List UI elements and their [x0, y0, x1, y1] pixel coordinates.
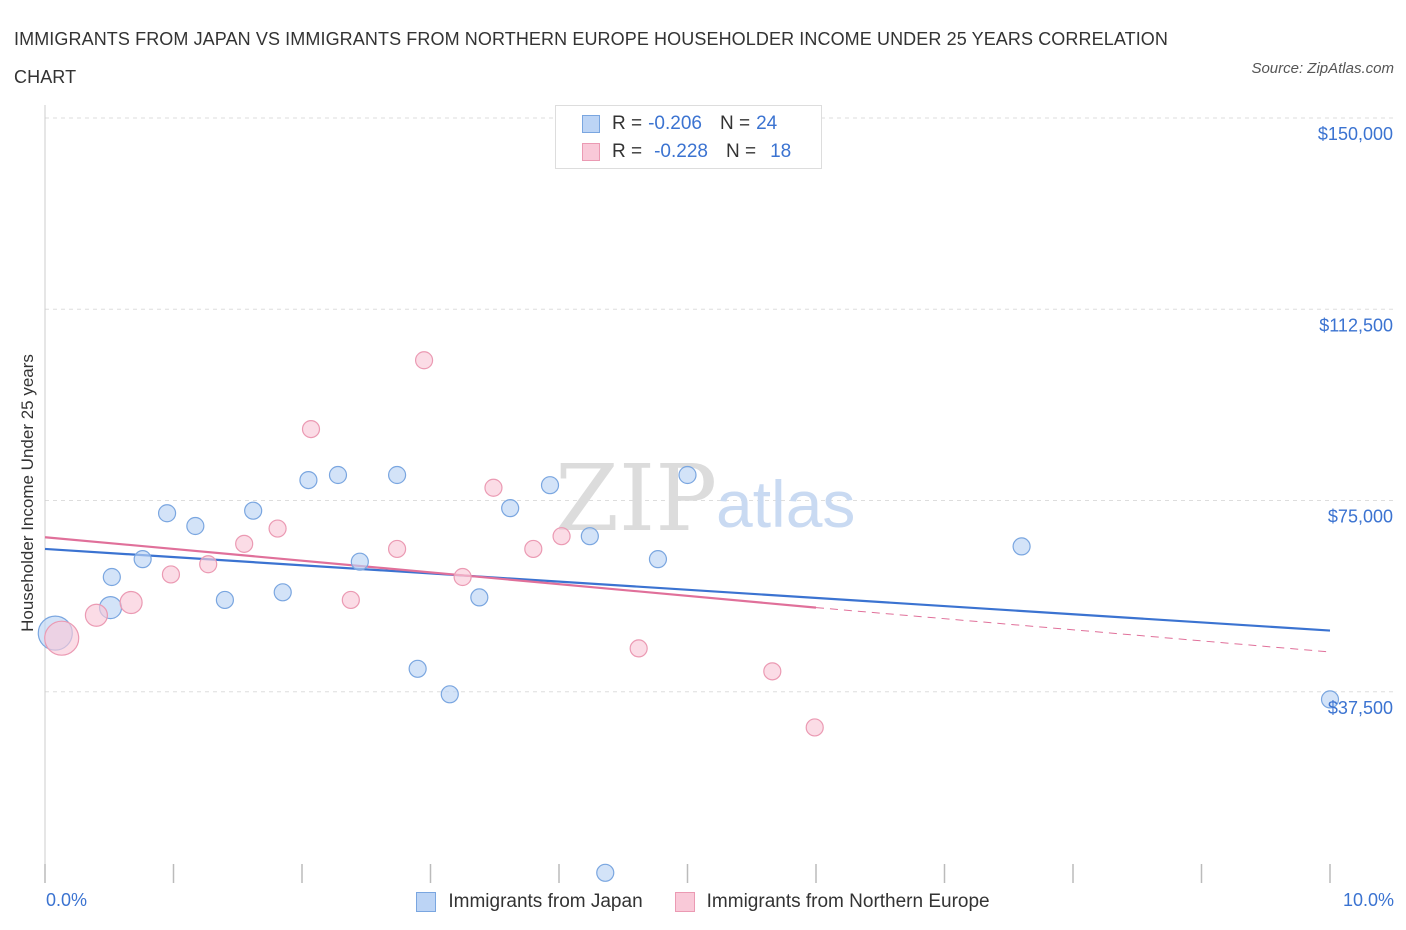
data-point-japan	[387, 465, 407, 485]
grid-lines	[45, 117, 1393, 693]
data-point-japan	[540, 476, 560, 495]
chart-title: IMMIGRANTS FROM JAPAN VS IMMIGRANTS FROM…	[14, 29, 1168, 87]
watermark-zip: ZIP	[555, 445, 717, 552]
n-value: 24	[756, 113, 778, 134]
y-tick-label: $75,000	[1328, 507, 1393, 527]
data-point-japan	[244, 501, 263, 520]
data-point-japan	[299, 471, 318, 490]
data-point-japan	[1320, 690, 1340, 709]
europe-swatch	[582, 143, 600, 161]
legend-row-europe: R = -0.228 N = 18	[582, 139, 791, 165]
data-point-japan	[215, 590, 234, 610]
data-point-japan	[133, 550, 152, 569]
y-tick-label: $37,500	[1328, 698, 1393, 718]
x-tick-label-min: 0.0%	[46, 890, 88, 910]
n-label: N =	[725, 141, 757, 162]
n-label: N =	[719, 113, 751, 134]
data-point-japan	[596, 863, 615, 882]
data-point-europe	[84, 603, 109, 627]
watermark: ZIP atlas	[555, 445, 855, 552]
data-point-japan	[408, 659, 427, 678]
data-point-europe	[44, 620, 80, 656]
r-value: -0.206	[648, 113, 702, 134]
legend-label-europe: Immigrants from Northern Europe	[706, 891, 990, 912]
legend-item-europe: Immigrants from Northern Europe	[674, 891, 990, 913]
r-label: R =	[612, 141, 643, 162]
data-point-japan	[580, 527, 599, 546]
data-point-japan	[273, 583, 292, 602]
data-point-japan	[186, 516, 205, 536]
japan-swatch	[416, 892, 437, 912]
y-tick-label: $112,500	[1319, 315, 1393, 335]
trend-line-europe	[44, 536, 817, 609]
trend-line-japan	[44, 547, 1331, 632]
data-point-europe	[484, 478, 503, 497]
data-point-japan	[501, 499, 520, 518]
data-point-japan	[470, 588, 489, 607]
data-point-europe	[268, 519, 287, 538]
data-point-europe	[629, 639, 648, 658]
data-point-europe	[199, 555, 218, 574]
source-label: Source: ZipAtlas.com	[1251, 60, 1394, 77]
y-axis-title: Householder Income Under 25 years	[18, 354, 37, 632]
watermark-atlas: atlas	[716, 467, 855, 541]
legend-row-japan: R = -0.206 N = 24	[582, 111, 777, 137]
data-point-japan	[440, 685, 459, 704]
legend-label-japan: Immigrants from Japan	[448, 891, 643, 912]
data-point-europe	[119, 590, 143, 615]
data-point-europe	[161, 565, 181, 584]
data-point-europe	[453, 567, 472, 587]
n-value: 18	[770, 141, 792, 162]
data-point-japan	[648, 550, 668, 569]
data-point-japan	[678, 465, 697, 485]
series-legend: Immigrants from Japan Immigrants from No…	[0, 888, 1406, 916]
data-point-japan	[350, 552, 369, 571]
data-points	[37, 351, 1340, 882]
r-value: -0.228	[654, 141, 708, 162]
data-point-europe	[763, 662, 782, 681]
data-point-europe	[414, 351, 434, 370]
y-tick-labels: $37,500 $75,000 $112,500 $150,000	[1318, 124, 1393, 718]
trend-lines	[44, 536, 1331, 653]
x-tick-label-max: 10.0%	[1342, 890, 1394, 910]
data-point-europe	[387, 539, 407, 559]
r-label: R =	[612, 113, 643, 134]
correlation-legend: R = -0.206 N = 24 R = -0.228 N = 18	[555, 105, 822, 169]
trend-line-europe-extension	[815, 607, 1331, 653]
legend-item-japan: Immigrants from Japan	[416, 891, 643, 913]
data-point-europe	[552, 527, 571, 546]
data-point-europe	[301, 420, 321, 439]
data-point-japan	[157, 504, 177, 523]
axes	[44, 105, 1331, 883]
europe-swatch	[674, 892, 695, 912]
data-point-japan	[1012, 537, 1031, 556]
japan-swatch	[582, 115, 600, 133]
data-point-europe	[805, 718, 824, 737]
y-tick-label: $150,000	[1318, 124, 1393, 144]
data-point-europe	[341, 590, 360, 610]
data-point-europe	[235, 534, 254, 553]
data-point-europe	[524, 539, 543, 559]
data-point-japan	[102, 567, 121, 587]
data-point-japan	[328, 465, 348, 485]
